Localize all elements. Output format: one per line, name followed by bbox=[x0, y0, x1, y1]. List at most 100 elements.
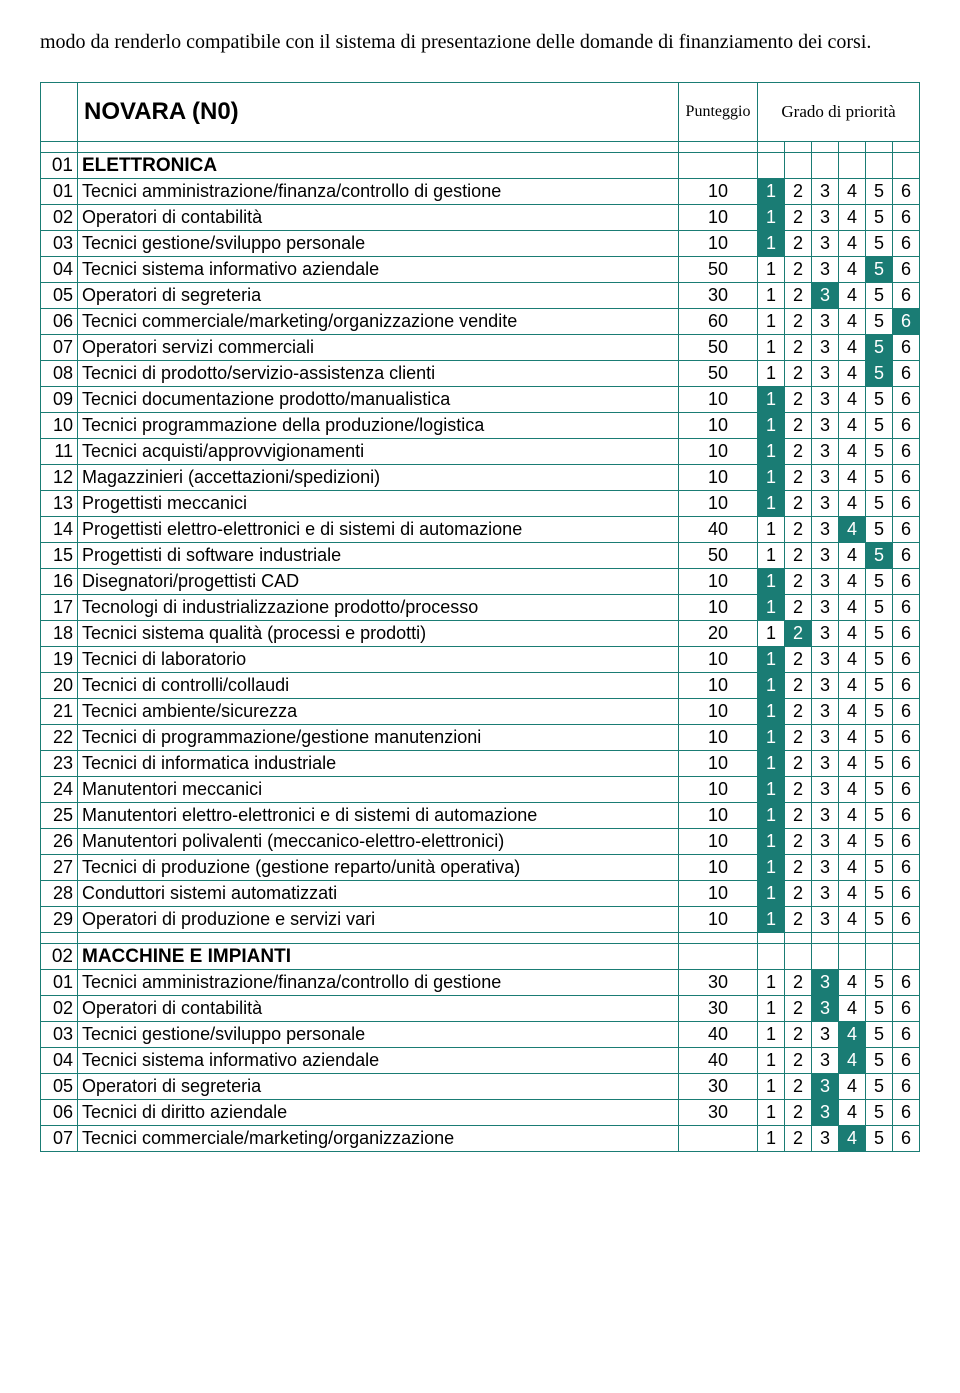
row-grade-cell: 4 bbox=[839, 881, 866, 907]
row-grade-cell: 5 bbox=[866, 725, 893, 751]
row-description: Manutentori polivalenti (meccanico-elett… bbox=[78, 829, 679, 855]
row-score: 50 bbox=[679, 361, 758, 387]
row-grade-cell: 4 bbox=[839, 387, 866, 413]
row-grade-cell: 4 bbox=[839, 179, 866, 205]
row-grade-cell: 1 bbox=[758, 517, 785, 543]
row-grade-cell: 2 bbox=[785, 205, 812, 231]
row-grade-cell: 3 bbox=[812, 1074, 839, 1100]
row-grade-cell: 1 bbox=[758, 777, 785, 803]
row-grade-cell: 4 bbox=[839, 517, 866, 543]
row-grade-cell: 3 bbox=[812, 179, 839, 205]
row-grade-cell: 3 bbox=[812, 283, 839, 309]
row-grade-cell: 4 bbox=[839, 283, 866, 309]
row-grade-cell: 6 bbox=[893, 996, 920, 1022]
row-number: 10 bbox=[41, 413, 78, 439]
row-description: Tecnici amministrazione/finanza/controll… bbox=[78, 970, 679, 996]
row-grade-cell: 6 bbox=[893, 335, 920, 361]
row-grade-cell: 1 bbox=[758, 751, 785, 777]
row-grade-cell: 5 bbox=[866, 517, 893, 543]
row-description: Operatori di contabilità bbox=[78, 996, 679, 1022]
spacer-cell bbox=[78, 933, 679, 944]
spacer-cell bbox=[758, 933, 785, 944]
row-number: 08 bbox=[41, 361, 78, 387]
row-grade-cell: 6 bbox=[893, 751, 920, 777]
row-description: Tecnici programmazione della produzione/… bbox=[78, 413, 679, 439]
row-grade-cell: 2 bbox=[785, 595, 812, 621]
row-grade-cell: 2 bbox=[785, 569, 812, 595]
row-grade-cell: 2 bbox=[785, 491, 812, 517]
section-title: MACCHINE E IMPIANTI bbox=[78, 944, 679, 970]
row-grade-cell: 4 bbox=[839, 569, 866, 595]
row-grade-cell: 3 bbox=[812, 1022, 839, 1048]
row-grade-cell: 5 bbox=[866, 1022, 893, 1048]
row-grade-cell: 6 bbox=[893, 725, 920, 751]
row-grade-cell: 2 bbox=[785, 673, 812, 699]
row-grade-cell: 2 bbox=[785, 699, 812, 725]
row-grade-cell: 3 bbox=[812, 803, 839, 829]
row-grade-cell: 3 bbox=[812, 751, 839, 777]
row-grade-cell: 4 bbox=[839, 335, 866, 361]
row-grade-cell: 5 bbox=[866, 647, 893, 673]
row-grade-cell: 6 bbox=[893, 439, 920, 465]
row-description: Operatori di segreteria bbox=[78, 283, 679, 309]
row-description: Conduttori sistemi automatizzati bbox=[78, 881, 679, 907]
row-description: Tecnici sistema informativo aziendale bbox=[78, 1048, 679, 1074]
row-grade-cell: 2 bbox=[785, 621, 812, 647]
row-grade-cell: 5 bbox=[866, 309, 893, 335]
row-description: Tecnici di laboratorio bbox=[78, 647, 679, 673]
row-score: 30 bbox=[679, 996, 758, 1022]
row-description: Tecnici gestione/sviluppo personale bbox=[78, 1022, 679, 1048]
row-grade-cell: 3 bbox=[812, 569, 839, 595]
row-grade-cell: 5 bbox=[866, 803, 893, 829]
row-grade-cell: 5 bbox=[866, 970, 893, 996]
row-grade-cell: 4 bbox=[839, 621, 866, 647]
row-grade-cell: 4 bbox=[839, 205, 866, 231]
row-grade-cell: 5 bbox=[866, 855, 893, 881]
row-grade-cell: 6 bbox=[893, 829, 920, 855]
row-grade-cell: 4 bbox=[839, 829, 866, 855]
row-grade-cell: 5 bbox=[866, 881, 893, 907]
section-title: ELETTRONICA bbox=[78, 153, 679, 179]
row-grade-cell: 1 bbox=[758, 465, 785, 491]
row-grade-cell: 5 bbox=[866, 907, 893, 933]
row-grade-cell: 1 bbox=[758, 309, 785, 335]
row-number: 09 bbox=[41, 387, 78, 413]
row-number: 15 bbox=[41, 543, 78, 569]
row-grade-cell: 4 bbox=[839, 465, 866, 491]
row-grade-cell: 6 bbox=[893, 803, 920, 829]
row-grade-cell: 2 bbox=[785, 803, 812, 829]
section-grade-blank bbox=[758, 153, 785, 179]
row-grade-cell: 4 bbox=[839, 257, 866, 283]
row-number: 07 bbox=[41, 1126, 78, 1152]
row-grade-cell: 3 bbox=[812, 621, 839, 647]
row-score: 10 bbox=[679, 855, 758, 881]
row-grade-cell: 2 bbox=[785, 725, 812, 751]
spacer-cell bbox=[41, 142, 78, 153]
row-grade-cell: 6 bbox=[893, 1048, 920, 1074]
row-grade-cell: 2 bbox=[785, 907, 812, 933]
row-grade-cell: 1 bbox=[758, 1074, 785, 1100]
spacer-cell bbox=[866, 933, 893, 944]
row-grade-cell: 2 bbox=[785, 231, 812, 257]
row-grade-cell: 1 bbox=[758, 283, 785, 309]
row-grade-cell: 1 bbox=[758, 829, 785, 855]
row-description: Disegnatori/progettisti CAD bbox=[78, 569, 679, 595]
row-grade-cell: 6 bbox=[893, 283, 920, 309]
row-grade-cell: 4 bbox=[839, 595, 866, 621]
row-grade-cell: 6 bbox=[893, 231, 920, 257]
row-grade-cell: 6 bbox=[893, 647, 920, 673]
row-grade-cell: 2 bbox=[785, 439, 812, 465]
row-grade-cell: 3 bbox=[812, 1100, 839, 1126]
row-grade-cell: 5 bbox=[866, 1074, 893, 1100]
row-score: 10 bbox=[679, 413, 758, 439]
row-grade-cell: 3 bbox=[812, 907, 839, 933]
row-grade-cell: 2 bbox=[785, 881, 812, 907]
row-number: 23 bbox=[41, 751, 78, 777]
row-grade-cell: 1 bbox=[758, 647, 785, 673]
row-grade-cell: 4 bbox=[839, 361, 866, 387]
row-grade-cell: 2 bbox=[785, 996, 812, 1022]
row-grade-cell: 1 bbox=[758, 361, 785, 387]
grade-header: Grado di priorità bbox=[758, 83, 920, 142]
row-number: 25 bbox=[41, 803, 78, 829]
section-grade-blank bbox=[812, 153, 839, 179]
